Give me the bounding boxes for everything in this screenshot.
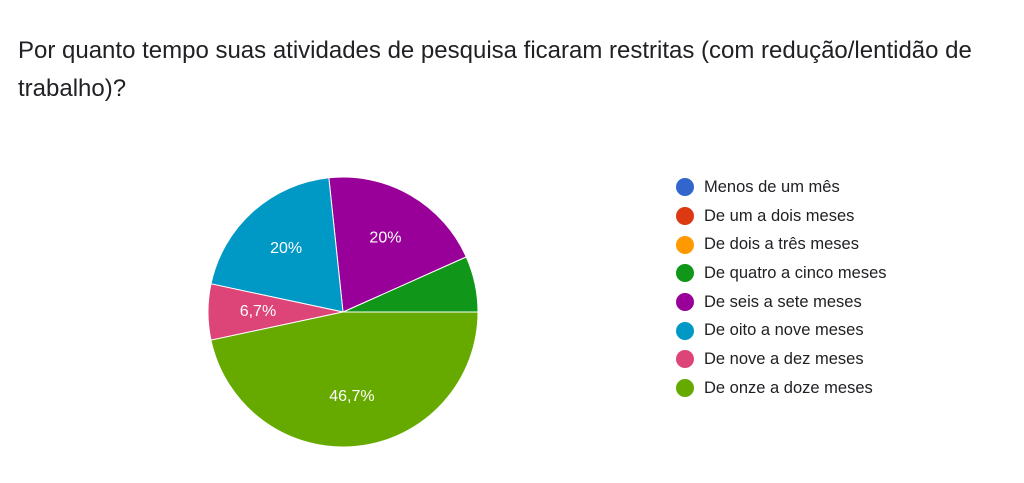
chart-legend: Menos de um mês De um a dois meses De dois… (676, 173, 887, 403)
pie-slice-5 (328, 176, 467, 313)
legend-label: De dois a três meses (704, 235, 859, 254)
legend-color-dot-icon (676, 321, 694, 340)
legend-item: De onze a doze meses (676, 374, 887, 403)
legend-label: De oito a nove meses (704, 321, 864, 340)
pie-slice-label-5: 20% (369, 230, 401, 247)
legend-color-dot-icon (676, 350, 694, 369)
legend-label: De seis a sete meses (704, 292, 862, 311)
legend-item: De quatro a cinco meses (676, 259, 887, 288)
legend-color-dot-icon (676, 264, 694, 283)
legend-label: De quatro a cinco meses (704, 263, 887, 282)
pie-slice-label-6: 20% (270, 240, 302, 257)
question-title: Por quanto tempo suas atividades de pesq… (18, 37, 972, 102)
legend-item: De dois a três meses (676, 230, 887, 259)
legend-color-dot-icon (676, 293, 694, 312)
legend-item: De seis a sete meses (676, 288, 887, 317)
legend-color-dot-icon (676, 235, 694, 254)
legend-item: De nove a dez meses (676, 345, 887, 374)
legend-color-dot-icon (676, 207, 694, 226)
legend-color-dot-icon (676, 379, 694, 398)
legend-item: Menos de um mês (676, 173, 887, 202)
legend-label: De um a dois meses (704, 206, 855, 225)
pie-chart: 20% 20% 6,7% 46,7% (207, 176, 479, 448)
legend-label: De onze a doze meses (704, 378, 873, 397)
pie-slice-6 (210, 177, 344, 313)
pie-slice-8 (210, 311, 479, 448)
legend-color-dot-icon (676, 178, 694, 197)
legend-item: De um a dois meses (676, 202, 887, 231)
legend-label: Menos de um mês (704, 177, 840, 196)
pie-slice-label-7: 6,7% (240, 303, 276, 320)
legend-label: De nove a dez meses (704, 349, 864, 368)
legend-item: De oito a nove meses (676, 316, 887, 345)
pie-slice-label-8: 46,7% (329, 388, 374, 405)
